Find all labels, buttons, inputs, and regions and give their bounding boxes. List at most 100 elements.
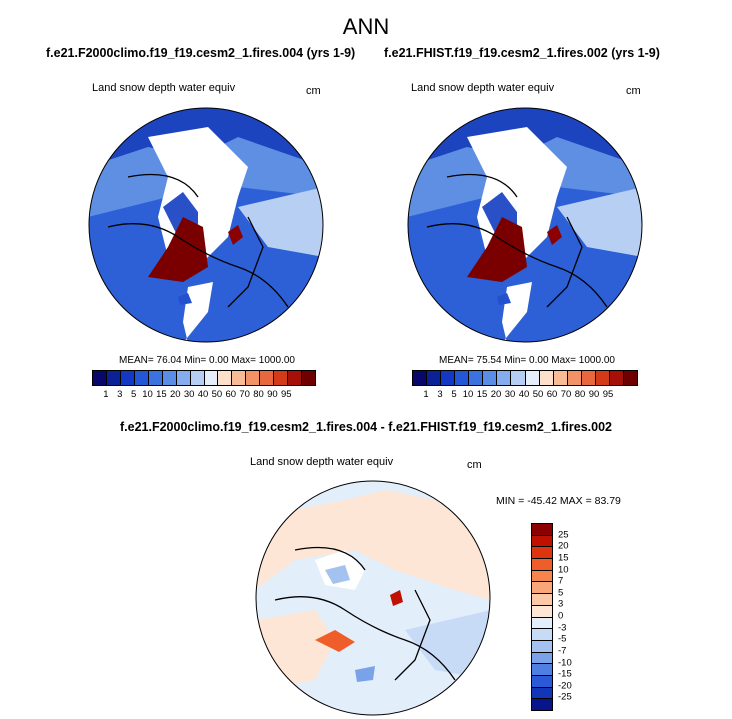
diff-colorbar-swatch <box>532 535 552 548</box>
colorbar-tick-label: 3 <box>437 389 443 400</box>
colorbar-swatch <box>609 371 624 385</box>
diff-colorbar-tick-label: 25 <box>558 529 569 541</box>
panel-1-case-title: f.e21.F2000climo.f19_f19.cesm2_1.fires.0… <box>46 46 356 60</box>
diff-colorbar-tick-label: 3 <box>558 598 564 610</box>
colorbar-tick-label: 80 <box>253 389 264 400</box>
colorbar-swatch <box>567 371 582 385</box>
diff-colorbar-swatch <box>532 687 552 700</box>
colorbar-swatch <box>106 371 121 385</box>
panel-2-polar-map <box>407 107 643 343</box>
colorbar-swatch <box>302 371 315 385</box>
diff-colorbar-swatch <box>532 640 552 653</box>
colorbar-swatch <box>274 371 289 385</box>
colorbar-tick-label: 10 <box>142 389 153 400</box>
colorbar-swatch <box>595 371 610 385</box>
diff-colorbar-tick-label: -25 <box>558 691 572 703</box>
colorbar-tick-label: 3 <box>117 389 123 400</box>
colorbar-tick-label: 50 <box>211 389 223 400</box>
colorbar-swatch <box>497 371 512 385</box>
diff-colorbar-swatch <box>532 617 552 630</box>
colorbar-swatch <box>427 371 442 385</box>
colorbar-tick-label: 10 <box>462 389 474 400</box>
colorbar-tick-label: 1 <box>103 389 109 400</box>
panel-2-units-label: cm <box>626 85 641 97</box>
panel-1-variable-label: Land snow depth water equiv <box>92 82 236 94</box>
colorbar-tick-label: 40 <box>197 389 209 400</box>
panel-2-case-title: f.e21.FHIST.f19_f19.cesm2_1.fires.002 (y… <box>384 46 660 60</box>
colorbar-swatch <box>190 371 205 385</box>
colorbar-swatch <box>204 371 219 385</box>
colorbar-tick-label: 95 <box>602 389 614 400</box>
colorbar-tick-label: 60 <box>546 389 558 400</box>
diff-colorbar-swatch <box>532 570 552 583</box>
diff-colorbar-tick-label: 20 <box>558 540 569 552</box>
diff-colorbar-tick-label: -20 <box>558 680 572 692</box>
diff-colorbar-tick-label: 0 <box>558 610 564 622</box>
colorbar-tick-label: 70 <box>239 389 250 400</box>
diff-colorbar-swatch <box>532 524 552 536</box>
colorbar-swatch <box>134 371 149 385</box>
diff-colorbar-swatch <box>532 675 552 688</box>
colorbar-swatch <box>441 371 456 385</box>
colorbar-tick-label: 90 <box>588 389 600 400</box>
colorbar-swatch <box>260 371 275 385</box>
diff-colorbar-tick-label: -7 <box>558 645 567 657</box>
colorbar-swatch <box>483 371 498 385</box>
difference-variable-label: Land snow depth water equiv <box>250 456 394 468</box>
colorbar-swatch <box>120 371 135 385</box>
colorbar-swatch <box>539 371 554 385</box>
colorbar-tick-label: 15 <box>476 389 488 400</box>
colorbar-swatch <box>93 371 107 385</box>
colorbar-swatch <box>218 371 233 385</box>
difference-polar-map <box>255 480 491 716</box>
panel-1-polar-map <box>88 107 324 343</box>
colorbar-tick-label: 20 <box>490 389 502 400</box>
panel-2-colorbar <box>412 370 638 386</box>
colorbar-tick-label: 1 <box>423 389 429 400</box>
panel-1-colorbar-labels: 1 3 5 10 15 20 30 40 50 60 70 80 90 95 <box>92 389 314 401</box>
colorbar-tick-label: 95 <box>280 389 292 400</box>
panel-1-colorbar <box>92 370 316 386</box>
colorbar-swatch <box>469 371 484 385</box>
panel-2-variable-label: Land snow depth water equiv <box>411 82 555 94</box>
colorbar-swatch <box>525 371 540 385</box>
colorbar-swatch <box>148 371 163 385</box>
diff-colorbar-tick-label: -15 <box>558 668 572 680</box>
colorbar-swatch <box>623 371 637 385</box>
diff-colorbar-tick-label: -5 <box>558 633 567 645</box>
colorbar-tick-label: 80 <box>574 389 586 400</box>
colorbar-tick-label: 5 <box>130 389 137 400</box>
colorbar-swatch <box>553 371 568 385</box>
diff-colorbar-swatch <box>532 582 552 595</box>
page-title: ANN <box>342 14 390 39</box>
colorbar-tick-label: 5 <box>451 389 457 400</box>
colorbar-swatch <box>162 371 177 385</box>
diff-colorbar-tick-label: 7 <box>558 575 564 587</box>
colorbar-swatch <box>176 371 191 385</box>
colorbar-tick-label: 15 <box>156 389 167 400</box>
colorbar-tick-label: 60 <box>225 389 237 400</box>
diff-colorbar-tick-label: 5 <box>558 587 564 599</box>
difference-colorbar-labels: 25 20 15 10 7 5 3 0 -3 -5 -7 -10 -15 -20 -25 <box>558 523 598 709</box>
diff-colorbar-tick-label: -3 <box>558 622 567 634</box>
colorbar-tick-label: 30 <box>183 389 195 400</box>
colorbar-swatch <box>288 371 303 385</box>
colorbar-tick-label: 90 <box>267 389 278 400</box>
diff-colorbar-swatch <box>532 547 552 560</box>
diff-colorbar-swatch <box>532 605 552 618</box>
colorbar-swatch <box>511 371 526 385</box>
diff-colorbar-swatch <box>532 559 552 571</box>
colorbar-tick-label: 20 <box>169 389 181 400</box>
colorbar-swatch <box>232 371 247 385</box>
colorbar-swatch <box>581 371 596 385</box>
colorbar-tick-label: 70 <box>560 389 572 400</box>
colorbar-swatch <box>246 371 261 385</box>
diff-colorbar-swatch <box>532 699 552 710</box>
diff-colorbar-tick-label: 10 <box>558 564 569 575</box>
difference-stats: MIN = -45.42 MAX = 83.79 <box>496 495 621 507</box>
diff-colorbar-tick-label: -10 <box>558 657 572 668</box>
diff-colorbar-tick-label: 15 <box>558 552 569 564</box>
colorbar-swatch <box>413 371 428 385</box>
panel-1-stats: MEAN= 76.04 Min= 0.00 Max= 1000.00 <box>119 355 295 366</box>
panel-1-units-label: cm <box>306 85 321 97</box>
